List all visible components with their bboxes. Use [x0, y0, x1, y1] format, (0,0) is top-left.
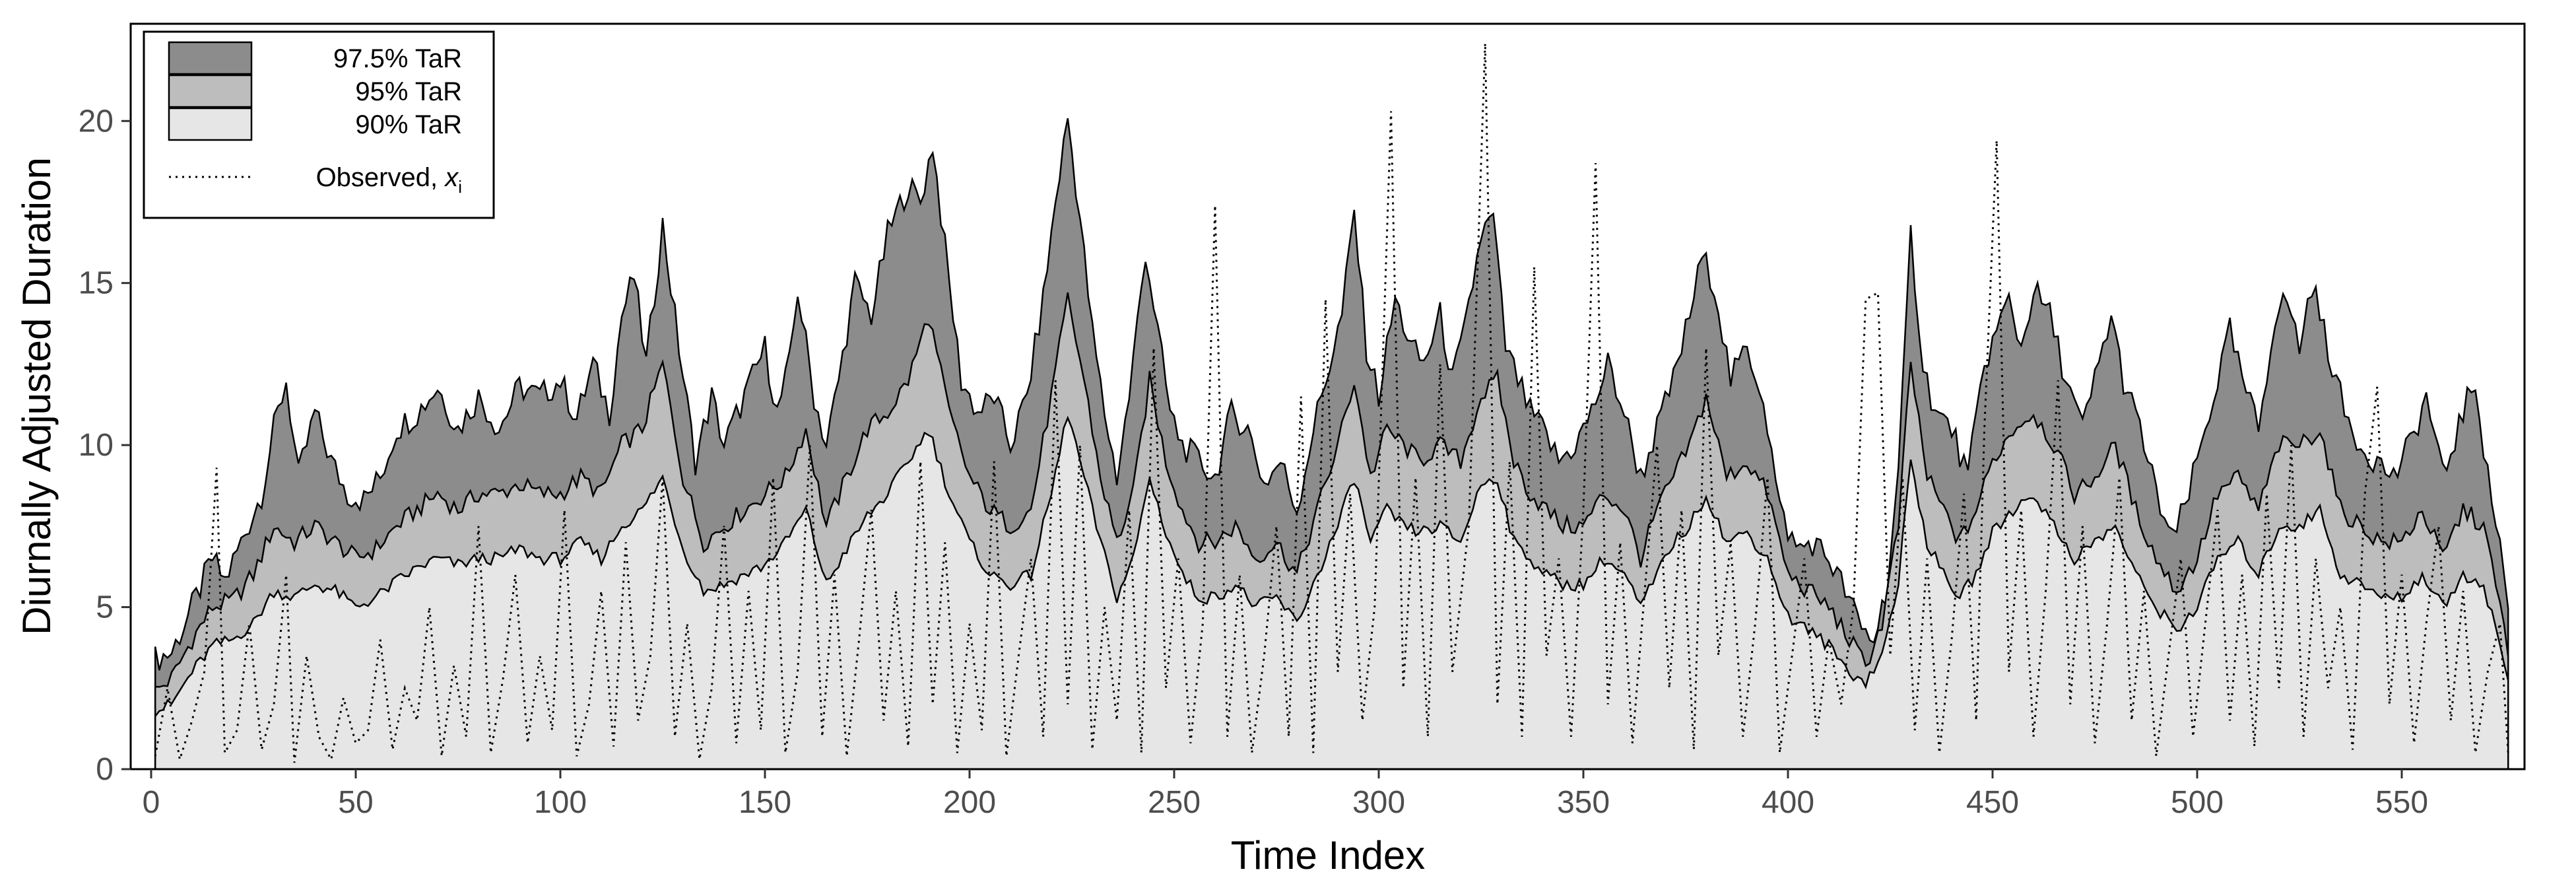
- legend-swatch-90-tar: [168, 107, 253, 141]
- x-tick-label: 150: [739, 785, 791, 820]
- legend-label-observed-subscript: i: [458, 177, 462, 197]
- y-tick-label: 0: [96, 752, 114, 787]
- x-tick-label: 400: [1762, 785, 1814, 820]
- y-tick-label: 10: [79, 428, 114, 463]
- legend-swatch-97-5-tar: [168, 41, 253, 75]
- legend-label-97-5-tar: 97.5% TaR: [333, 44, 462, 73]
- plot-area: [154, 43, 2509, 770]
- x-tick-label: 200: [943, 785, 996, 820]
- x-tick-label: 300: [1352, 785, 1405, 820]
- legend-label-95-tar: 95% TaR: [355, 77, 462, 106]
- legend-label-90-tar: 90% TaR: [355, 110, 462, 139]
- band-90-tar: [154, 415, 2509, 770]
- x-axis: 0 50 100 150 200 250 300 350 400 450 500 550: [143, 769, 2428, 820]
- x-tick-label: 500: [2171, 785, 2224, 820]
- x-tick-label: 250: [1148, 785, 1201, 820]
- legend: 97.5% TaR 95% TaR 90% TaR Observed, xi: [143, 30, 495, 219]
- x-tick-label: 550: [2375, 785, 2428, 820]
- legend-swatch-95-tar: [168, 74, 253, 108]
- y-tick-label: 5: [96, 590, 114, 625]
- y-axis-title: Diurnally Adjusted Duration: [15, 157, 59, 635]
- x-tick-label: 100: [534, 785, 587, 820]
- x-tick-label: 450: [1966, 785, 2019, 820]
- x-tick-label: 0: [143, 785, 160, 820]
- y-axis: 0 5 10 15 20: [79, 104, 131, 787]
- plot-frame: [129, 22, 2526, 770]
- x-axis-title: Time Index: [1231, 833, 1426, 877]
- x-tick-label: 50: [338, 785, 373, 820]
- legend-label-observed-text: Observed,: [316, 163, 446, 192]
- y-tick-label: 20: [79, 104, 114, 139]
- legend-label-observed-symbol: x: [444, 163, 459, 192]
- x-tick-label: 350: [1557, 785, 1610, 820]
- y-tick-label: 15: [79, 266, 114, 301]
- legend-label-observed: Observed, xi: [316, 163, 462, 197]
